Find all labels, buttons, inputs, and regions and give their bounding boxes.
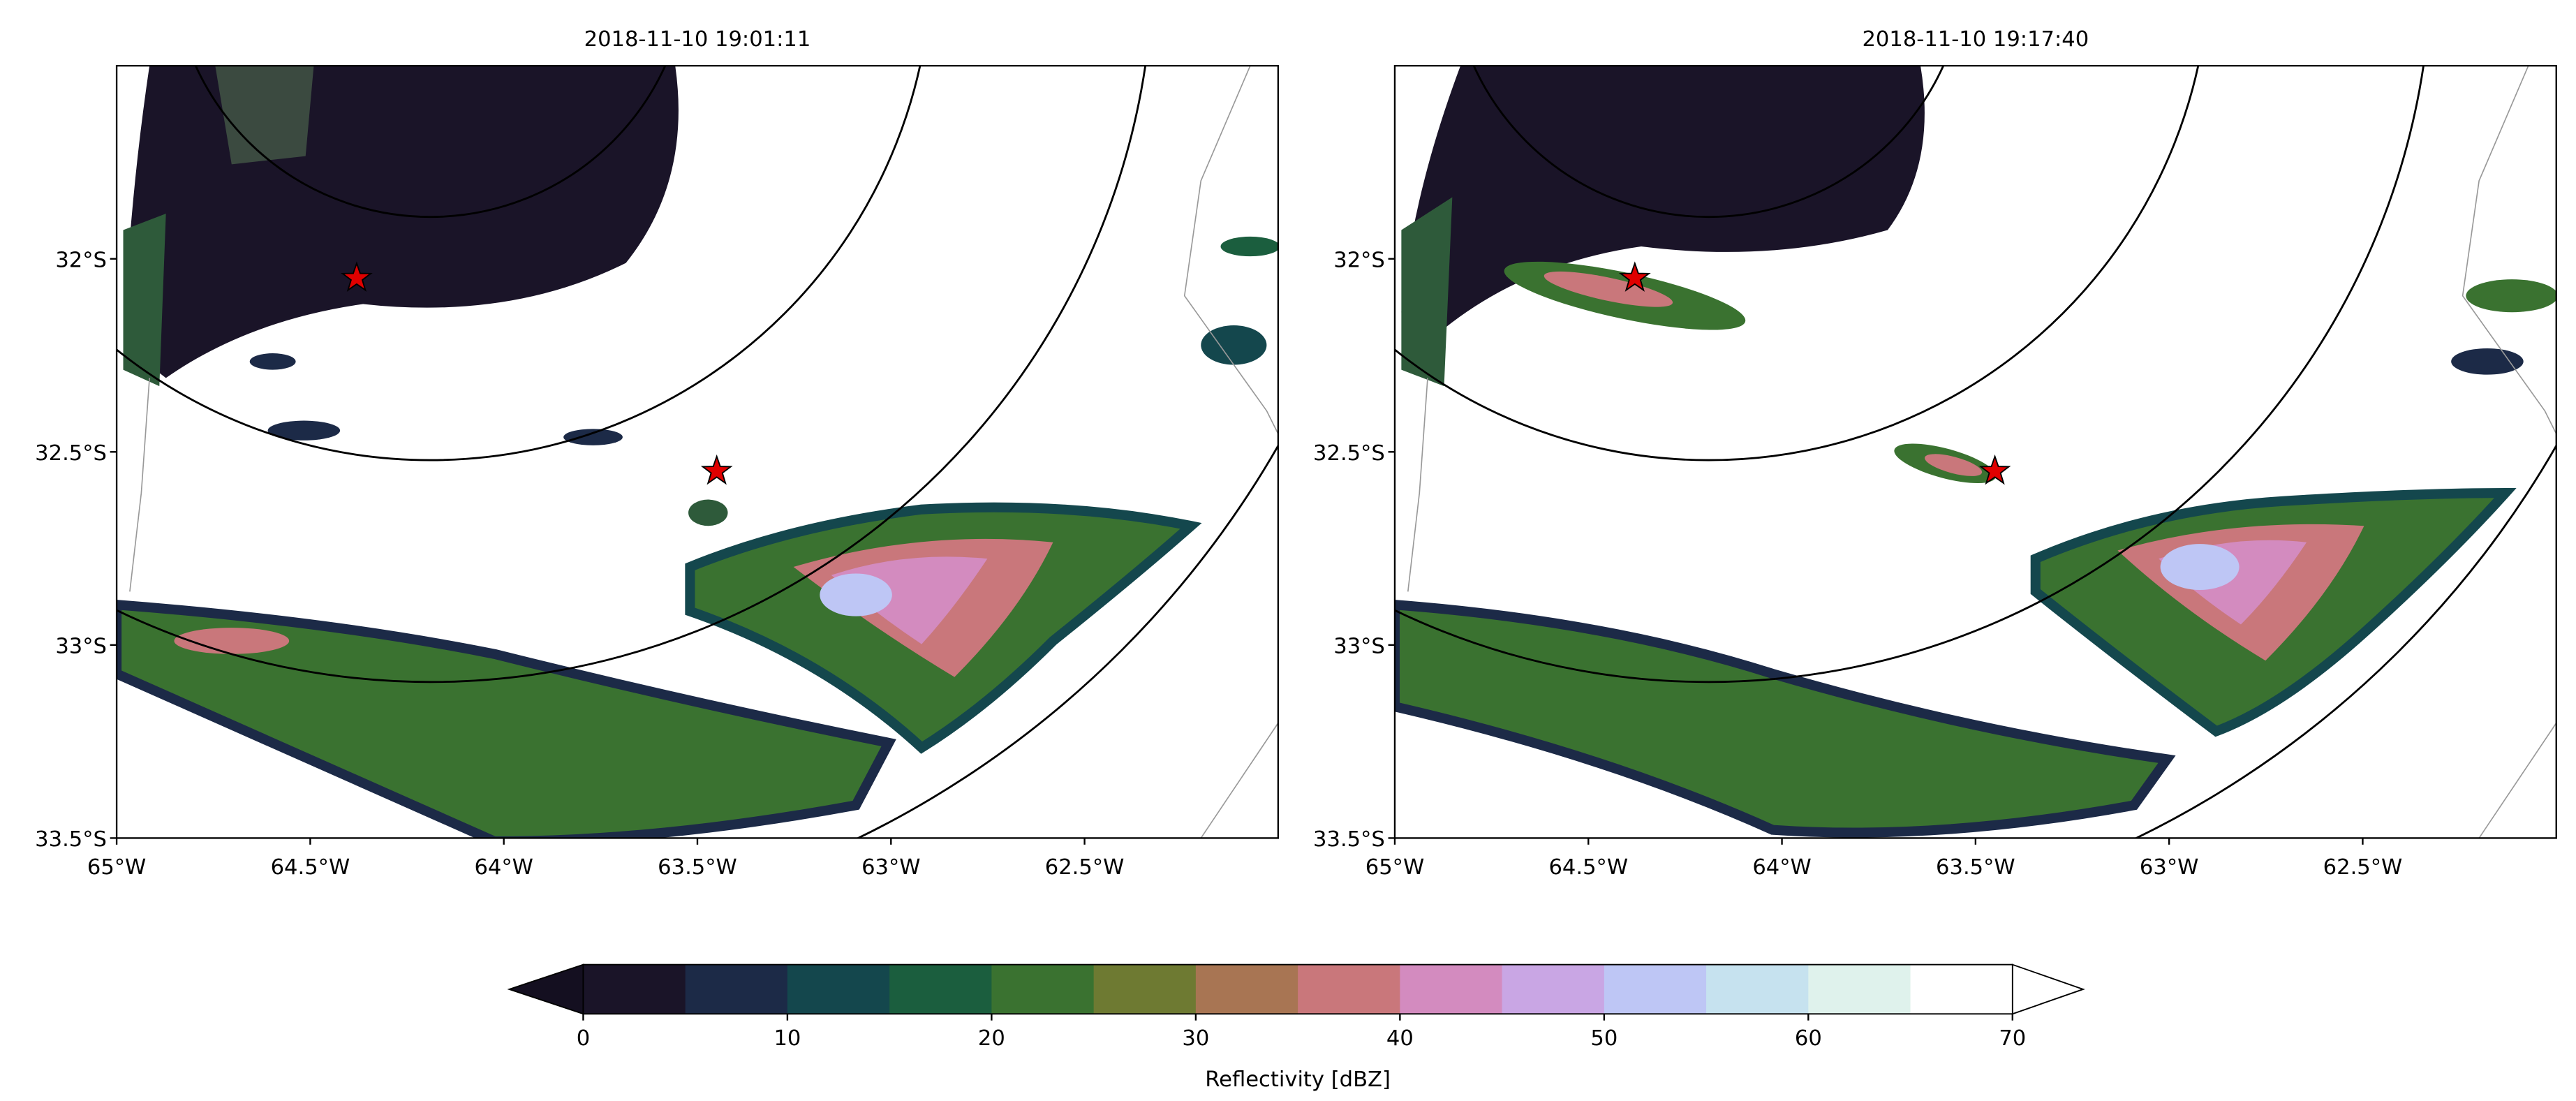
map-panel <box>1394 66 2556 838</box>
range-ring <box>117 66 921 461</box>
coastline <box>1200 723 1278 838</box>
colorbar-bin <box>1400 964 1503 1014</box>
colorbar-bin <box>1298 964 1401 1014</box>
radar-echo <box>117 600 896 838</box>
x-tick-label: 63°W <box>2140 855 2198 880</box>
radar-echoes <box>1394 66 2556 838</box>
colorbar-extension-low <box>507 963 584 1015</box>
coastline <box>1407 378 1428 592</box>
colorbar-bin <box>1706 964 1809 1014</box>
x-tick-label: 65°W <box>1365 855 1424 880</box>
range-ring <box>1394 66 2200 461</box>
radar-echo <box>2466 279 2556 313</box>
radar-echo <box>267 420 341 441</box>
panel-title: 2018-11-10 19:17:40 <box>1862 27 2089 52</box>
colorbar-tick-label: 70 <box>1999 1026 2026 1051</box>
range-ring <box>194 66 667 218</box>
range-ring <box>117 66 1146 683</box>
coastline <box>1183 66 1278 436</box>
range-ring <box>1394 66 2425 683</box>
radar-echo <box>688 499 728 526</box>
radar-echo <box>2160 544 2240 590</box>
radar-echo <box>1401 197 1453 387</box>
colorbar-bin <box>685 964 788 1014</box>
radar-echo <box>249 353 296 370</box>
colorbar-extension-high <box>2011 963 2085 1015</box>
y-tick-label: 32.5°S <box>1313 441 1385 466</box>
colorbar-bin <box>991 964 1095 1014</box>
colorbar-bin <box>1808 964 1911 1014</box>
y-tick-label: 33°S <box>1333 635 1385 659</box>
location-marker <box>341 261 373 292</box>
map-panel <box>117 66 1278 838</box>
colorbar-tick-label: 0 <box>577 1026 590 1051</box>
colorbar-tick-label: 10 <box>773 1026 801 1051</box>
panel-title: 2018-11-10 19:01:11 <box>584 27 811 52</box>
radar-echo <box>1201 325 1267 365</box>
y-tick-label: 33.5°S <box>1313 827 1385 852</box>
radar-echo <box>1544 271 1673 307</box>
y-tick-label: 32°S <box>1333 248 1385 272</box>
colorbar-tick-label: 40 <box>1386 1026 1414 1051</box>
colorbar-tick-label: 50 <box>1590 1026 1618 1051</box>
colorbar-bin <box>1502 964 1605 1014</box>
y-tick-label: 33°S <box>55 635 107 659</box>
location-marker <box>700 454 733 485</box>
x-tick-label: 64.5°W <box>1548 855 1628 880</box>
y-tick-label: 33.5°S <box>35 827 107 852</box>
radar-echo <box>820 573 892 616</box>
colorbar-bin <box>1093 964 1197 1014</box>
coastline <box>129 378 150 592</box>
radar-echoes <box>117 66 1278 838</box>
x-tick-label: 64°W <box>1752 855 1811 880</box>
colorbar-bin <box>583 964 686 1014</box>
x-tick-label: 64°W <box>474 855 533 880</box>
colorbar-tick-label: 20 <box>978 1026 1005 1051</box>
radar-echo <box>1220 236 1278 257</box>
y-tick-label: 32.5°S <box>35 441 107 466</box>
colorbar-bin <box>1604 964 1708 1014</box>
colorbar-bin <box>787 964 891 1014</box>
radar-echo <box>563 429 623 445</box>
coastline <box>2478 723 2556 838</box>
x-tick-label: 62.5°W <box>2323 855 2403 880</box>
x-tick-label: 63°W <box>861 855 920 880</box>
colorbar-label: Reflectivity [dBZ] <box>1205 1067 1391 1092</box>
location-marker <box>1978 454 2011 485</box>
colorbar-tick-label: 60 <box>1795 1026 1822 1051</box>
y-tick-label: 32°S <box>55 248 107 272</box>
range-ring <box>1472 66 1945 218</box>
colorbar-bin <box>889 964 993 1014</box>
colorbar-bin <box>1910 964 2013 1014</box>
radar-echo <box>215 66 314 165</box>
colorbar-bin <box>1195 964 1299 1014</box>
x-tick-label: 64.5°W <box>271 855 350 880</box>
x-tick-label: 63.5°W <box>658 855 737 880</box>
radar-echo <box>2451 348 2524 375</box>
radar-echo <box>1394 600 2176 838</box>
colorbar-frame <box>582 963 2013 1015</box>
radar-echo <box>123 213 166 387</box>
x-tick-label: 63.5°W <box>1936 855 2015 880</box>
colorbar-tick-label: 30 <box>1182 1026 1209 1051</box>
x-tick-label: 62.5°W <box>1045 855 1125 880</box>
coastline <box>2462 66 2556 436</box>
radar-echo <box>1925 454 1983 476</box>
radar-echo <box>174 628 290 654</box>
x-tick-label: 65°W <box>87 855 146 880</box>
location-marker <box>1618 261 1651 292</box>
